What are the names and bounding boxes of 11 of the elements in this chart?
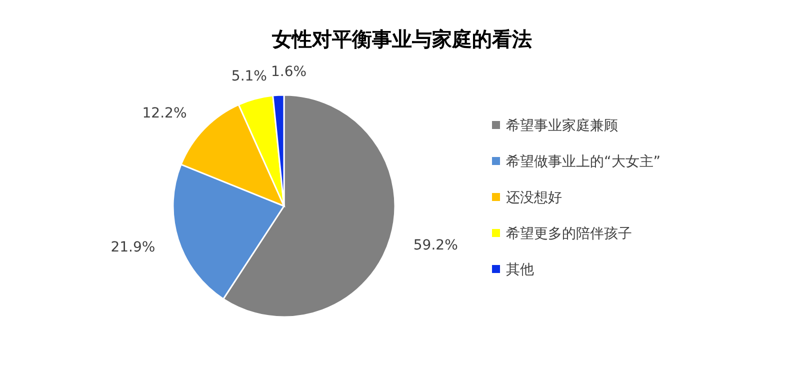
legend-label: 其他 [506, 262, 534, 278]
data-label: 12.2% [142, 105, 187, 122]
data-label: 21.9% [110, 240, 156, 256]
chart-title: 女性对平衡事业与家庭的看法 [271, 27, 532, 51]
legend-label: 希望更多的陪伴孩子 [506, 226, 632, 242]
data-label: 5.1% [231, 68, 267, 85]
legend-label: 还没想好 [506, 190, 562, 206]
data-label: 1.6% [270, 64, 307, 80]
data-label: 59.2% [413, 237, 458, 254]
legend-label: 希望做事业上的“大女主” [506, 154, 661, 170]
legend-label: 希望事业家庭兼顾 [506, 118, 618, 134]
